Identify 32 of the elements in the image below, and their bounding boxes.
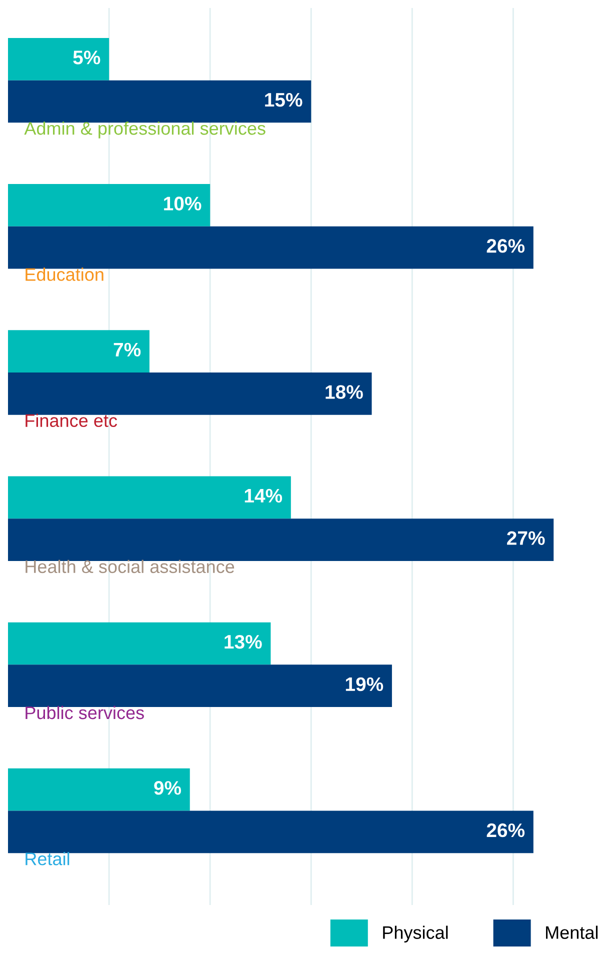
y-tick-label: Public services: [26, 706, 144, 720]
bar: [8, 80, 312, 123]
legend-label: Mental: [546, 926, 598, 939]
y-tick-label: Retail: [26, 852, 70, 866]
bar: [8, 664, 392, 708]
bar: [8, 476, 291, 519]
bar: [8, 330, 150, 372]
data-label: 10%: [164, 196, 202, 210]
data-label: 5%: [73, 50, 100, 64]
bar: [8, 810, 534, 854]
bar: [8, 372, 372, 415]
y-tick-label: Finance etc: [26, 414, 118, 428]
bar: [8, 226, 534, 269]
data-label: 18%: [326, 385, 363, 399]
data-label: 15%: [265, 93, 302, 107]
bar: [8, 768, 190, 811]
bar: [8, 518, 554, 561]
legend-label: Physical: [383, 926, 448, 943]
data-label: 14%: [244, 488, 282, 503]
data-label: 26%: [486, 823, 525, 838]
data-label: 9%: [154, 781, 182, 795]
bar: [8, 622, 271, 665]
data-label: 27%: [507, 531, 545, 545]
data-label: 13%: [224, 634, 262, 649]
y-tick-label: Admin & professional services: [24, 122, 266, 138]
y-tick-label: Education: [26, 268, 104, 281]
data-label: 26%: [486, 239, 525, 253]
data-label: 7%: [114, 342, 141, 356]
bar: [8, 38, 110, 80]
y-tick-label: Health & social assistance: [26, 560, 234, 574]
bar: [8, 184, 210, 226]
data-label: 19%: [346, 677, 384, 692]
